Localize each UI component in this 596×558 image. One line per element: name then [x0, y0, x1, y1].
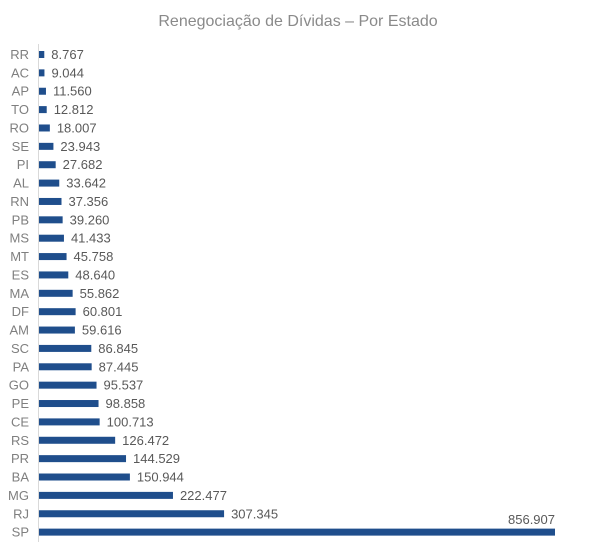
- bar-ro: [39, 124, 50, 132]
- category-label-pb: PB: [12, 212, 29, 227]
- category-label-go: GO: [9, 378, 29, 393]
- bar-sc: [39, 344, 92, 352]
- value-label-se: 23.943: [60, 139, 100, 154]
- value-label-pa: 87.445: [99, 359, 139, 374]
- category-label-pr: PR: [11, 451, 29, 466]
- value-label-pi: 27.682: [63, 157, 103, 172]
- bar-am: [39, 326, 75, 334]
- value-label-go: 95.537: [104, 378, 144, 393]
- bar-es: [39, 271, 69, 279]
- value-label-to: 12.812: [54, 102, 94, 117]
- category-label-pe: PE: [12, 396, 30, 411]
- value-label-df: 60.801: [83, 304, 123, 319]
- category-label-es: ES: [12, 267, 30, 282]
- bar-go: [39, 381, 97, 389]
- category-label-rj: RJ: [13, 506, 29, 521]
- bar-df: [39, 308, 76, 316]
- value-label-ro: 18.007: [57, 120, 97, 135]
- category-label-sp: SP: [12, 525, 29, 540]
- bar-rs: [39, 436, 116, 444]
- value-label-sp: 856.907: [508, 512, 555, 527]
- category-label-rn: RN: [10, 194, 29, 209]
- bar-rr: [39, 51, 45, 58]
- value-label-mg: 222.477: [180, 488, 227, 503]
- value-label-ap: 11.560: [53, 84, 92, 99]
- bar-pa: [39, 363, 92, 371]
- category-label-ac: AC: [11, 65, 29, 80]
- chart-title: Renegociação de Dívidas – Por Estado: [158, 13, 437, 30]
- bar-al: [39, 179, 60, 187]
- value-label-ce: 100.713: [107, 414, 154, 429]
- category-label-ro: RO: [10, 120, 30, 135]
- value-label-sc: 86.845: [98, 341, 138, 356]
- bar-mt: [39, 253, 67, 261]
- plot-area: RR 8.767 AC 9.044 AP 11.560 TO 12.812 RO 18.007 SE…: [8, 47, 555, 540]
- bar-pb: [39, 216, 63, 224]
- category-label-ap: AP: [12, 84, 29, 99]
- value-label-ms: 41.433: [71, 231, 111, 246]
- category-label-rr: RR: [10, 47, 29, 62]
- bar-ba: [39, 473, 130, 481]
- bar-ma: [39, 289, 73, 297]
- bar-sp: [39, 528, 555, 536]
- category-label-al: AL: [13, 176, 29, 191]
- bar-ap: [39, 87, 46, 95]
- value-label-ma: 55.862: [80, 286, 120, 301]
- category-label-am: AM: [10, 323, 30, 338]
- value-label-rr: 8.767: [51, 47, 84, 62]
- category-label-df: DF: [12, 304, 29, 319]
- category-label-mg: MG: [8, 488, 29, 503]
- bar-mg: [39, 491, 173, 499]
- value-label-rn: 37.356: [68, 194, 108, 209]
- value-label-mt: 45.758: [74, 249, 114, 264]
- value-label-rj: 307.345: [231, 506, 278, 521]
- bar-rn: [39, 197, 62, 205]
- value-label-es: 48.640: [75, 267, 115, 282]
- bar-to: [39, 106, 47, 114]
- category-label-ma: MA: [10, 286, 30, 301]
- value-label-al: 33.642: [66, 176, 106, 191]
- value-label-ba: 150.944: [137, 470, 184, 485]
- category-label-mt: MT: [10, 249, 29, 264]
- bar-rj: [39, 510, 225, 518]
- value-label-ac: 9.044: [51, 65, 84, 80]
- category-label-to: TO: [11, 102, 29, 117]
- value-label-am: 59.616: [82, 323, 122, 338]
- bar-pr: [39, 455, 127, 463]
- bar-se: [39, 142, 54, 150]
- category-label-sc: SC: [11, 341, 29, 356]
- bar-pe: [39, 400, 99, 408]
- category-label-pa: PA: [13, 359, 30, 374]
- category-label-ms: MS: [10, 231, 30, 246]
- value-label-pb: 39.260: [70, 212, 110, 227]
- value-label-pr: 144.529: [133, 451, 180, 466]
- category-label-ba: BA: [12, 470, 30, 485]
- value-label-pe: 98.858: [106, 396, 146, 411]
- category-label-rs: RS: [11, 433, 29, 448]
- bar-ce: [39, 418, 100, 426]
- bar-ms: [39, 234, 64, 242]
- value-label-rs: 126.472: [122, 433, 169, 448]
- category-label-se: SE: [12, 139, 30, 154]
- category-label-pi: PI: [17, 157, 29, 172]
- bar-pi: [39, 161, 56, 169]
- bar-ac: [39, 69, 45, 77]
- category-label-ce: CE: [11, 414, 29, 429]
